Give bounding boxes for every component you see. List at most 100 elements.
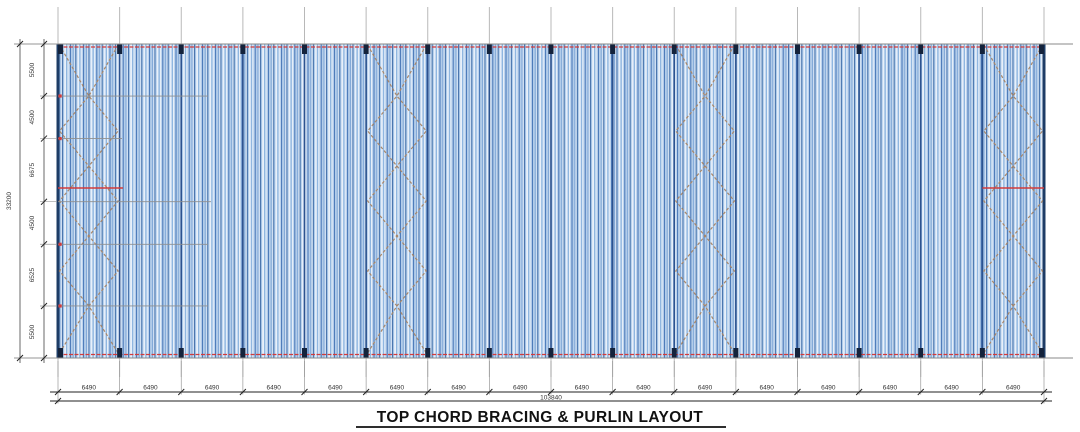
strut-node-red	[58, 136, 62, 141]
dim-tick	[609, 388, 616, 396]
dim-tick	[855, 388, 863, 396]
bracing-zigzag	[704, 44, 736, 354]
column-marker	[240, 348, 246, 358]
dim-tick	[486, 388, 493, 396]
dim-tick	[40, 40, 48, 48]
strut-node-red	[58, 94, 62, 98]
roof-bracing	[58, 44, 1044, 354]
column-marker	[363, 348, 369, 358]
column-marker	[302, 348, 307, 358]
dim-label-bottom: 6490	[143, 385, 158, 392]
column-marker	[117, 348, 123, 358]
dim-label-bottom: 6490	[821, 385, 836, 392]
dim-tick	[40, 92, 48, 100]
dim-tick	[1040, 397, 1048, 405]
strut-lines	[58, 94, 1044, 308]
column-marker	[733, 348, 739, 358]
dim-tick	[301, 388, 308, 396]
dim-label-bottom: 6490	[944, 385, 959, 392]
bracing-zigzag	[88, 44, 119, 354]
bracing-zigzag	[58, 44, 90, 354]
dim-label-left: 5500	[29, 324, 36, 339]
dim-label-left: 4500	[29, 110, 36, 125]
dim-tick	[16, 354, 24, 362]
column-marker	[979, 44, 985, 54]
column-marker	[486, 348, 492, 358]
column-marker	[979, 348, 985, 358]
column-marker	[178, 44, 184, 54]
column-marker	[918, 348, 924, 358]
dim-tick	[1040, 388, 1048, 396]
strut-node-red	[58, 242, 62, 246]
title-block: TOP CHORD BRACING & PURLIN LAYOUT	[356, 409, 726, 428]
dim-label-bottom: 6490	[328, 385, 343, 392]
column-marker	[548, 44, 554, 54]
bottom-dimensions: 6490 6490 6490 6490 6490 6490 6490 6490 6490 6490…	[50, 361, 1052, 405]
dim-tick	[547, 388, 555, 396]
column-marker	[1039, 348, 1044, 358]
dim-label-left: 5500	[29, 62, 36, 77]
left-dimensions: 5500 4500 6675 4500 6525 5500 33200	[6, 39, 58, 363]
dim-label-bottom-total: 103840	[540, 395, 562, 402]
dim-tick	[424, 388, 432, 396]
dim-tick	[979, 388, 986, 396]
strut-node-red	[58, 304, 62, 308]
dim-label-bottom: 6490	[759, 385, 774, 392]
dim-tick	[917, 388, 925, 396]
column-marker	[1039, 44, 1044, 54]
dim-label-bottom: 6490	[698, 385, 713, 392]
column-marker	[178, 348, 184, 358]
dim-tick	[362, 388, 370, 396]
dim-label-left: 6525	[29, 268, 36, 283]
column-marker	[240, 44, 246, 54]
dim-tick	[54, 388, 62, 396]
dim-tick	[40, 354, 48, 362]
dim-label-bottom: 6490	[883, 385, 898, 392]
bracing-zigzag	[396, 44, 428, 354]
column-marker	[610, 44, 616, 54]
column-marker	[58, 44, 63, 54]
column-marker	[918, 44, 924, 54]
column-marker	[671, 348, 677, 358]
dim-label-bottom: 6490	[451, 385, 466, 392]
dim-label-bottom: 6490	[266, 385, 281, 392]
dim-label-bottom: 6490	[1006, 385, 1021, 392]
dim-tick	[794, 388, 801, 396]
dim-label-bottom: 6490	[390, 385, 405, 392]
bracing-zigzag	[983, 44, 1014, 354]
dim-tick	[40, 135, 48, 142]
dim-tick	[177, 388, 185, 396]
dim-label-bottom: 6490	[575, 385, 590, 392]
column-marker	[795, 44, 800, 54]
column-marker	[610, 348, 616, 358]
column-marker	[671, 44, 677, 54]
column-marker	[856, 44, 862, 54]
column-marker	[425, 348, 431, 358]
column-marker	[486, 44, 492, 54]
column-marker	[733, 44, 739, 54]
bracing-zigzag	[366, 44, 398, 354]
column-marker	[856, 348, 862, 358]
dim-tick	[732, 388, 740, 396]
column-marker	[548, 348, 554, 358]
dim-label-bottom: 6490	[82, 385, 97, 392]
drawing-title: TOP CHORD BRACING & PURLIN LAYOUT	[377, 409, 704, 426]
dim-tick	[116, 388, 123, 396]
dim-tick	[670, 388, 678, 396]
dim-tick	[239, 388, 247, 396]
dim-tick	[40, 302, 48, 310]
column-marker	[425, 44, 431, 54]
dim-label-left-total: 33200	[6, 192, 13, 210]
column-markers	[58, 44, 1044, 358]
column-marker	[795, 348, 800, 358]
bracing-zigzag	[674, 44, 706, 354]
dim-tick	[54, 397, 62, 405]
column-marker	[58, 348, 63, 358]
dim-tick	[16, 40, 24, 48]
dim-label-bottom: 6490	[205, 385, 220, 392]
dim-label-bottom: 6490	[636, 385, 651, 392]
bracing-zigzag	[1012, 44, 1044, 354]
column-marker	[117, 44, 123, 54]
